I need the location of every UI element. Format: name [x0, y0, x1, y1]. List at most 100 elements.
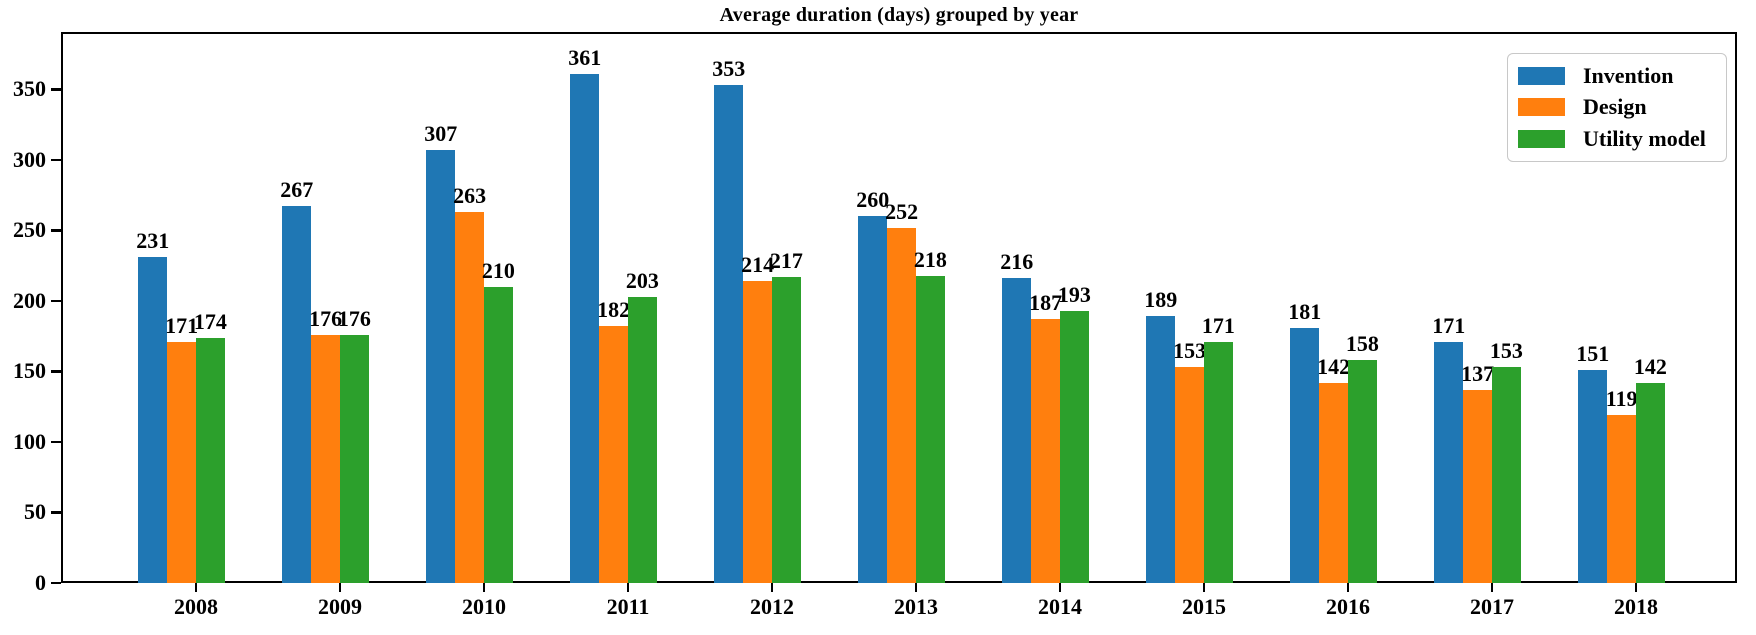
bar-utility-model-2008 [196, 337, 225, 583]
y-tick-label: 300 [13, 146, 46, 172]
bar-design-2013 [887, 227, 916, 583]
bar-design-2014 [1031, 319, 1060, 583]
bar-value-label: 142 [1633, 353, 1667, 379]
bar-value-label: 119 [1605, 386, 1638, 412]
bar-value-label: 361 [568, 44, 602, 70]
y-tick-mark [51, 370, 61, 373]
x-tick-label-2017: 2017 [1470, 594, 1514, 619]
bar-value-label: 217 [769, 247, 803, 273]
bar-value-label: 252 [885, 198, 919, 224]
bar-value-label: 203 [625, 267, 659, 293]
chart-title: Average duration (days) grouped by year [719, 4, 1079, 26]
bar-utility-model-2011 [628, 296, 657, 583]
y-tick-label: 250 [13, 217, 46, 243]
bar-utility-model-2009 [340, 334, 369, 583]
bar-value-label: 193 [1057, 281, 1091, 307]
bar-design-2015 [1175, 367, 1204, 583]
x-tick-label-2018: 2018 [1614, 594, 1658, 619]
bar-value-label: 181 [1288, 298, 1322, 324]
legend-item-design: Design [1518, 94, 1726, 120]
x-tick-label-2008: 2008 [174, 594, 218, 619]
legend-item-invention: Invention [1518, 63, 1726, 89]
bar-value-label: 218 [913, 246, 947, 272]
bar-value-label: 353 [712, 56, 746, 82]
y-tick-label: 200 [13, 287, 46, 313]
x-tick-mark [770, 583, 774, 592]
bar-value-label: 137 [1461, 360, 1495, 386]
bar-value-label: 189 [1144, 287, 1178, 313]
bar-invention-2013 [858, 216, 888, 583]
x-tick-mark [914, 583, 918, 592]
x-tick-label-2009: 2009 [318, 594, 362, 619]
x-tick-mark [1058, 583, 1062, 592]
bar-design-2016 [1319, 382, 1348, 583]
x-tick-label-2015: 2015 [1182, 594, 1226, 619]
y-tick-label: 0 [35, 570, 46, 595]
bar-invention-2010 [426, 150, 456, 583]
y-tick-mark [51, 511, 61, 514]
x-tick-label-2013: 2013 [894, 594, 938, 619]
bar-value-label: 182 [597, 297, 631, 323]
y-tick-mark [51, 581, 61, 585]
bar-value-label: 176 [337, 305, 371, 331]
bar-value-label: 153 [1489, 338, 1523, 364]
bar-design-2018 [1607, 415, 1636, 583]
x-tick-label-2016: 2016 [1326, 594, 1370, 619]
legend-swatch-icon [1518, 66, 1565, 85]
bar-design-2012 [743, 281, 772, 583]
bar-value-label: 171 [165, 312, 199, 338]
bar-value-label: 171 [1201, 312, 1235, 338]
bar-invention-2008 [138, 257, 168, 583]
x-tick-mark [1634, 583, 1638, 592]
bar-design-2010 [455, 212, 484, 583]
bar-value-label: 187 [1029, 290, 1063, 316]
legend-swatch-icon [1518, 98, 1565, 117]
legend-swatch-icon [1518, 130, 1565, 149]
bar-design-2017 [1463, 389, 1492, 583]
bar-value-label: 307 [424, 121, 458, 147]
bar-value-label: 153 [1173, 338, 1207, 364]
x-tick-label-2011: 2011 [606, 594, 650, 619]
bar-invention-2012 [714, 85, 744, 583]
bar-value-label: 158 [1345, 331, 1379, 357]
legend-item-utility-model: Utility model [1518, 126, 1726, 152]
x-tick-mark [338, 583, 342, 592]
bar-design-2008 [167, 341, 196, 583]
x-tick-label-2012: 2012 [750, 594, 794, 619]
x-tick-mark [1202, 583, 1206, 592]
bar-value-label: 176 [309, 305, 343, 331]
legend-label: Invention [1583, 62, 1674, 88]
bar-value-label: 263 [453, 183, 487, 209]
bar-invention-2014 [1002, 278, 1032, 583]
bar-utility-model-2018 [1636, 382, 1665, 583]
bar-utility-model-2017 [1492, 367, 1521, 583]
legend: Invention Design Utility model [1507, 53, 1727, 162]
bar-value-label: 210 [481, 257, 515, 283]
bar-invention-2015 [1146, 316, 1176, 583]
bar-value-label: 216 [1000, 249, 1034, 275]
x-tick-label-2014: 2014 [1038, 594, 1082, 619]
legend-label: Utility model [1583, 126, 1706, 152]
bar-utility-model-2016 [1348, 360, 1377, 583]
y-tick-mark [51, 158, 61, 162]
x-tick-mark [1490, 583, 1494, 592]
y-tick-label: 100 [13, 428, 46, 454]
bar-value-label: 260 [856, 187, 890, 213]
bar-utility-model-2012 [772, 276, 801, 583]
bar-value-label: 267 [280, 177, 314, 203]
y-tick-label: 150 [13, 358, 46, 384]
bar-value-label: 174 [193, 308, 227, 334]
bar-value-label: 151 [1576, 341, 1610, 367]
y-tick-label: 50 [24, 499, 46, 525]
bar-utility-model-2010 [484, 286, 513, 583]
x-tick-mark [482, 583, 486, 592]
bar-value-label: 231 [136, 228, 170, 254]
legend-label: Design [1583, 94, 1647, 120]
bar-invention-2011 [570, 73, 600, 583]
bar-utility-model-2014 [1060, 310, 1089, 583]
y-tick-label: 350 [13, 76, 46, 102]
bar-design-2011 [599, 326, 628, 583]
bar-value-label: 171 [1432, 312, 1466, 338]
y-tick-mark [51, 229, 61, 232]
